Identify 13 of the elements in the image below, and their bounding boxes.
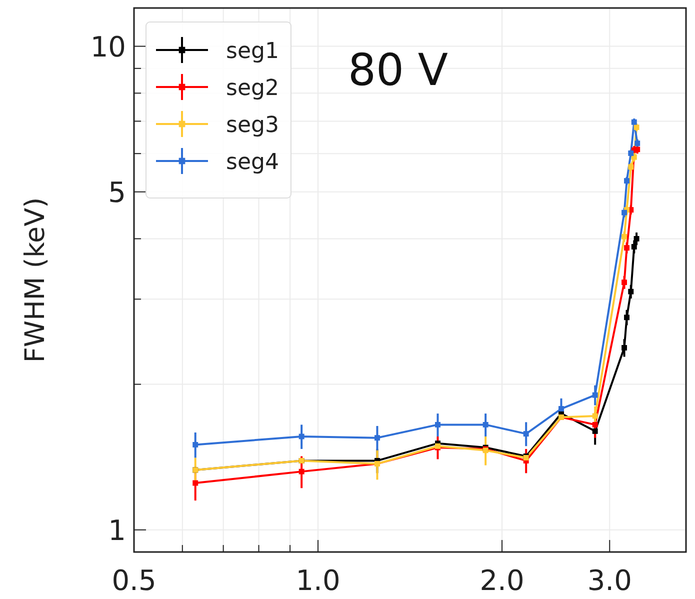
y-tick-label: 10: [90, 30, 126, 64]
legend-label: seg3: [226, 113, 279, 138]
y-axis-title: FWHM (keV): [20, 197, 51, 363]
x-tick-label: 0.5: [112, 564, 156, 597]
legend-label: seg4: [226, 150, 279, 175]
legend-label: seg2: [226, 76, 279, 101]
x-tick-label: 2.0: [480, 564, 524, 597]
text: 80 V: [348, 45, 448, 96]
y-tick-label: 5: [108, 176, 126, 209]
y-tick-label: 1: [108, 514, 126, 547]
x-tick-label: 3.0: [587, 564, 632, 597]
x-tick-label: 1.0: [296, 564, 340, 597]
legend-label: seg1: [226, 39, 279, 64]
